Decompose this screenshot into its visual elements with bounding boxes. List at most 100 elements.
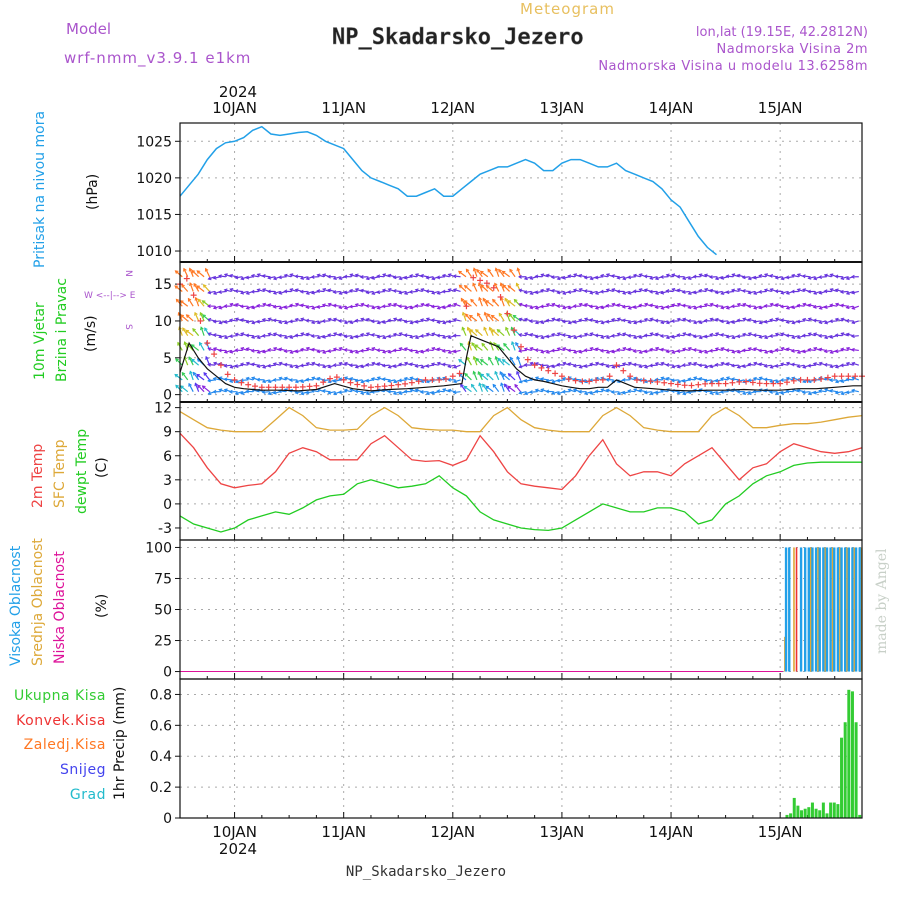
wind-arrow-head xyxy=(550,332,555,337)
wind-arrow xyxy=(355,303,363,307)
wind-arrow xyxy=(300,348,308,352)
wind-arrow-head xyxy=(769,349,774,354)
wind-arrow xyxy=(488,357,494,366)
wind-arrow xyxy=(753,276,761,279)
wind-arrow xyxy=(268,364,276,367)
wind-arrow-head xyxy=(671,273,676,278)
wind-arrow-head xyxy=(174,373,179,378)
wind-arrow xyxy=(366,379,374,382)
wind-arrow xyxy=(562,276,570,279)
precip-legend: Ukupna KisaKonvek.KisaZaledj.KisaSnijegG… xyxy=(14,688,106,803)
wind-arrow-head xyxy=(207,304,211,309)
wind-arrow-head xyxy=(610,318,615,322)
wind-arrow-head xyxy=(599,362,604,367)
wind-arrow-head xyxy=(360,317,365,322)
wind-arrow-head xyxy=(223,288,228,293)
wind-arrow-head xyxy=(300,276,305,280)
wind-arrow xyxy=(704,335,712,338)
wind-arrow xyxy=(731,364,739,367)
wind-arrow-head xyxy=(203,372,208,376)
wind-arrow xyxy=(442,335,450,339)
wind-arrow xyxy=(600,274,608,278)
wind-arrow xyxy=(671,288,679,293)
wind-arrow xyxy=(502,284,511,292)
wind-arrow xyxy=(300,332,308,337)
wind-arrow-head xyxy=(632,335,637,339)
wind-arrow-head xyxy=(504,297,509,302)
wind-arrow-head xyxy=(175,384,179,389)
cloud-label-mid: Srednja Oblacnost xyxy=(30,538,46,666)
wind-arrow-head xyxy=(518,333,523,337)
wind-arrow-head xyxy=(212,376,217,381)
wind-arrow xyxy=(328,334,336,337)
wind-arrow xyxy=(311,377,319,381)
wind-arrow-head xyxy=(196,373,200,378)
wind-arrow-head xyxy=(632,349,637,354)
wind-arrow xyxy=(519,379,527,383)
wind-arrow xyxy=(851,362,860,366)
wind-arrow xyxy=(284,274,292,278)
wind-arrow xyxy=(273,319,281,322)
bottom-day-label: 13JAN xyxy=(540,823,585,841)
wind-arrow xyxy=(349,349,358,353)
wind-arrow-head xyxy=(272,290,277,295)
wind-arrow-head xyxy=(463,385,468,390)
wind-arrow-head xyxy=(354,273,359,278)
wind-arrow-head xyxy=(790,362,795,367)
wind-arrow-head xyxy=(567,334,572,339)
wind-arrow xyxy=(808,276,816,279)
wind-arrow-head xyxy=(840,303,844,308)
wind-arrow-head xyxy=(403,376,408,381)
wind-arrow xyxy=(322,335,330,338)
wind-arrow-head xyxy=(365,276,370,281)
wind-arrow-head xyxy=(245,291,250,295)
wind-arrow xyxy=(448,364,456,368)
wind-arrow xyxy=(344,290,352,294)
wind-arrow-head xyxy=(774,364,779,368)
high-cloud-bar xyxy=(799,547,803,672)
wind-arrow xyxy=(192,328,200,337)
wind-arrow-head xyxy=(692,320,698,325)
wind-arrow-head xyxy=(600,305,605,310)
wind-arrow-head xyxy=(267,332,272,337)
wind-arrow xyxy=(273,347,281,351)
wind-arrow-head xyxy=(758,376,763,381)
wind-arrow-head xyxy=(431,332,436,337)
wind-arrow xyxy=(699,305,707,308)
precip-bar xyxy=(789,813,793,818)
wind-arrow-head xyxy=(741,275,746,280)
wind-arrow-head xyxy=(572,388,577,393)
wind-arrow-head xyxy=(392,302,397,307)
wind-arrow-head xyxy=(829,273,834,278)
wind-arrow xyxy=(268,333,276,337)
wind-arrow xyxy=(759,290,767,293)
wind-arrow xyxy=(317,335,325,339)
wind-arrow xyxy=(371,333,379,337)
wind-arrow-head xyxy=(381,377,386,382)
wind-arrow xyxy=(295,275,303,278)
wind-arrow xyxy=(338,333,347,337)
high-cloud-bar xyxy=(847,547,851,672)
wind-arrow xyxy=(257,305,265,307)
wind-arrow-head xyxy=(752,319,757,324)
wind-arrow xyxy=(485,300,494,307)
wind-arrow xyxy=(704,390,712,393)
wind-arrow-head xyxy=(594,333,599,338)
wind-compass-south: S xyxy=(123,324,133,330)
wind-arrow-head xyxy=(583,379,588,384)
wind-arrow xyxy=(409,363,417,366)
wind-arrow xyxy=(748,318,756,322)
wind-arrow-head xyxy=(510,356,514,361)
wind-arrow xyxy=(551,391,559,395)
wind-arrow xyxy=(494,283,500,292)
wind-arrow xyxy=(835,349,843,353)
wind-arrow-head xyxy=(503,342,507,347)
wind-arrow xyxy=(213,305,221,309)
wind-arrow xyxy=(431,319,439,322)
wind-arrow xyxy=(517,268,522,277)
wind-arrow-head xyxy=(780,347,785,351)
wind-arrow-head xyxy=(785,319,790,324)
wind-arrow-head xyxy=(632,305,637,310)
wind-arrow xyxy=(840,290,848,293)
wind-arrow xyxy=(568,320,576,324)
